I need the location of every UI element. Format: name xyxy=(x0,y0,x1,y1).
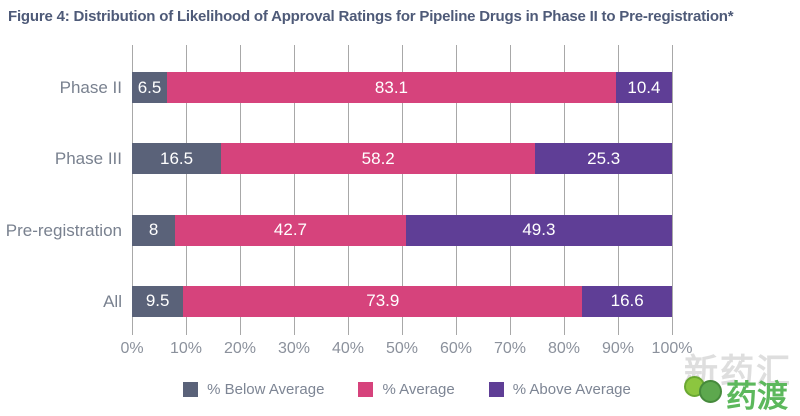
legend-label: % Below Average xyxy=(207,381,325,398)
legend-item: % Below Average xyxy=(183,381,324,398)
logo-circle-right-icon xyxy=(699,380,722,403)
x-tick-label: 60% xyxy=(439,340,473,357)
watermark: 新药汇 药渡 xyxy=(682,344,800,416)
legend-item: % Above Average xyxy=(488,381,631,398)
gridline-10% xyxy=(186,45,187,335)
x-axis: 0% 10% 20% 30% 40% 50% 60% 70% 80% 90% 100% xyxy=(0,340,800,362)
x-tick-label: 30% xyxy=(277,340,311,357)
legend-item: % Average xyxy=(358,381,455,398)
x-tick-label: 90% xyxy=(601,340,635,357)
x-tick-label: 50% xyxy=(385,340,419,357)
category-label: Phase II xyxy=(59,78,122,97)
category-label: All xyxy=(103,291,122,311)
gridline-40% xyxy=(348,45,349,335)
gridline-70% xyxy=(510,45,511,335)
legend-swatch-icon xyxy=(358,382,374,397)
gridline-0% xyxy=(132,45,133,335)
plot-area: Phase II 6.5 83.1 10.4 Phase III 16.5 58.2 25.3… xyxy=(6,45,673,335)
gridline-30% xyxy=(294,45,295,335)
bar-row-all: All 9.5 73.9 16.6 xyxy=(103,285,672,317)
x-tick-label: 10% xyxy=(169,340,203,357)
watermark-brand-text: 药渡 xyxy=(726,379,788,414)
gridline-20% xyxy=(240,45,241,335)
bar-row-pre-registration: Pre-registration 8 42.7 49.3 xyxy=(6,214,672,246)
legend: % Below Average % Average % Above Average xyxy=(0,381,800,398)
gridline-100% xyxy=(672,45,673,335)
bar-segment: 10.4 xyxy=(615,72,672,103)
gridline-50% xyxy=(402,45,403,335)
bar-segment: 83.1 xyxy=(167,72,616,103)
legend-swatch-icon xyxy=(488,382,504,397)
category-label: Phase III xyxy=(54,149,122,169)
legend-label: % Average xyxy=(382,381,455,398)
bar-row-phase-ii: Phase II 6.5 83.1 10.4 xyxy=(60,72,672,103)
brand-logo-icon xyxy=(684,372,726,410)
legend-label: % Above Average xyxy=(512,381,631,398)
bar-segment: 49.3 xyxy=(405,214,672,246)
bar-segment: 16.5 xyxy=(132,143,222,175)
bar-segment: 8 xyxy=(132,214,176,246)
bar-segment: 42.7 xyxy=(175,214,406,246)
gridline-60% xyxy=(456,45,457,335)
bar-segment: 73.9 xyxy=(183,285,583,317)
x-tick-label: 100% xyxy=(651,340,693,357)
bar-segment: 25.3 xyxy=(535,143,672,175)
gridline-80% xyxy=(564,45,565,335)
figure-title: Figure 4: Distribution of Likelihood of … xyxy=(8,8,734,25)
bar-row-phase-iii: Phase III 16.5 58.2 25.3 xyxy=(55,143,672,175)
x-tick-label: 70% xyxy=(493,340,527,357)
bar-segment: 58.2 xyxy=(221,143,536,175)
legend-swatch-icon xyxy=(183,382,199,397)
gridline-90% xyxy=(618,45,619,335)
bar-segment: 6.5 xyxy=(132,72,168,103)
bar-segment: 16.6 xyxy=(582,285,672,317)
category-label: Pre-registration xyxy=(5,220,122,240)
x-tick-label: 80% xyxy=(547,340,581,357)
x-tick-label: 20% xyxy=(223,340,257,357)
bar-segment: 9.5 xyxy=(132,285,184,317)
x-tick-label: 0% xyxy=(120,340,144,357)
x-tick-label: 40% xyxy=(331,340,365,357)
